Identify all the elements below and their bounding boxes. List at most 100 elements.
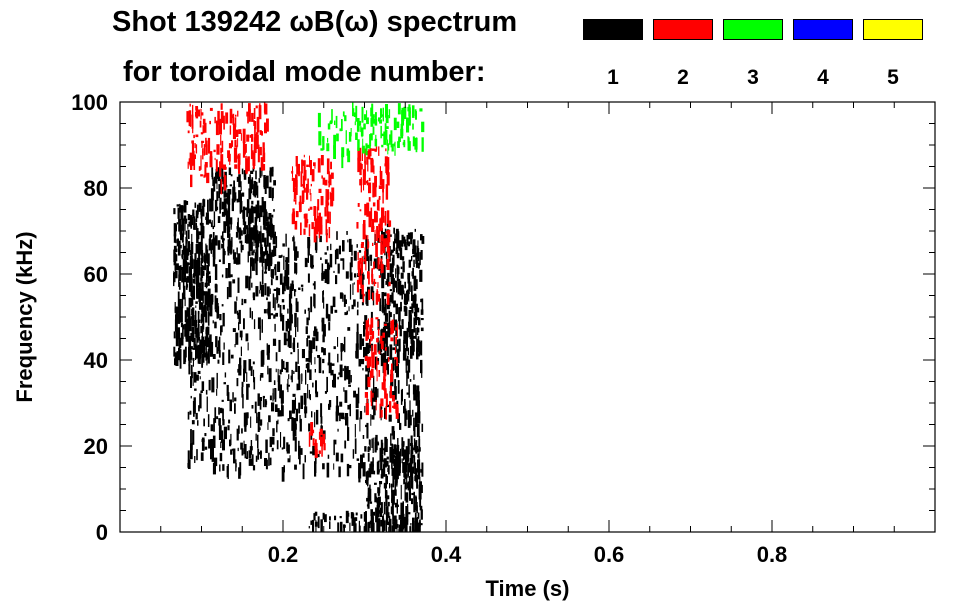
mode-2-point xyxy=(362,223,366,240)
mode-1-point xyxy=(352,449,355,459)
mode-1-point xyxy=(320,416,323,424)
mode-1-point xyxy=(289,320,292,326)
mode-1-point xyxy=(176,222,178,225)
mode-1-point xyxy=(307,237,311,249)
mode-2-point xyxy=(371,368,374,378)
mode-2-point xyxy=(368,177,371,182)
mode-1-point xyxy=(405,446,408,454)
mode-1-point xyxy=(321,319,324,323)
y-tick-label: 20 xyxy=(84,434,108,459)
mode-1-point xyxy=(186,319,190,328)
mode-2-point xyxy=(317,216,321,232)
mode-1-point xyxy=(286,442,289,452)
mode-2-point xyxy=(200,174,203,177)
mode-1-point xyxy=(322,324,326,337)
mode-1-point xyxy=(208,219,212,224)
mode-3-point xyxy=(390,140,393,148)
mode-1-point xyxy=(345,299,347,304)
mode-1-point xyxy=(408,309,410,325)
mode-1-point xyxy=(409,345,413,359)
mode-2-point xyxy=(219,161,222,177)
mode-1-point xyxy=(340,258,344,261)
mode-1-point xyxy=(185,202,187,212)
mode-1-point xyxy=(400,502,404,518)
mode-1-point xyxy=(295,272,297,275)
mode-2-point xyxy=(362,169,366,185)
mode-3-point xyxy=(388,109,391,119)
mode-1-point xyxy=(234,403,236,414)
mode-3-point xyxy=(406,117,410,133)
mode-1-point xyxy=(308,526,310,529)
mode-3-point xyxy=(365,143,368,156)
mode-1-point xyxy=(267,224,271,237)
mode-1-point xyxy=(254,252,256,264)
mode-2-point xyxy=(360,262,363,274)
legend-label-mode-4: 4 xyxy=(817,66,829,89)
mode-1-point xyxy=(190,376,192,388)
mode-3-point xyxy=(379,119,382,124)
mode-3-point xyxy=(357,139,360,151)
mode-1-point xyxy=(202,306,205,323)
mode-1-point xyxy=(219,464,221,472)
mode-1-point xyxy=(259,325,261,341)
mode-1-point xyxy=(338,245,341,255)
mode-2-point xyxy=(191,140,194,152)
mode-1-point xyxy=(395,268,397,278)
mode-1-point xyxy=(253,249,255,253)
mode-1-point xyxy=(288,374,290,380)
mode-1-point xyxy=(402,501,404,517)
mode-1-point xyxy=(286,338,289,342)
mode-1-point xyxy=(202,270,205,276)
mode-1-point xyxy=(353,299,356,307)
mode-3-point xyxy=(333,134,336,150)
mode-2-point xyxy=(305,169,307,181)
mode-2-point xyxy=(314,439,317,446)
mode-1-point xyxy=(236,176,239,182)
mode-2-point xyxy=(357,260,360,277)
mode-1-point xyxy=(393,335,395,346)
mode-2-point xyxy=(357,147,359,161)
mode-2-region xyxy=(291,154,335,243)
mode-1-point xyxy=(228,263,231,278)
mode-2-point xyxy=(255,105,258,109)
mode-1-point xyxy=(381,468,384,479)
mode-2-point xyxy=(306,164,309,167)
mode-1-point xyxy=(259,257,262,263)
mode-2-point xyxy=(314,448,318,458)
mode-1-point xyxy=(383,460,385,467)
mode-3-point xyxy=(414,109,417,116)
mode-3-point xyxy=(403,139,406,148)
mode-1-point xyxy=(372,511,376,516)
mode-1-point xyxy=(401,286,403,300)
mode-2-point xyxy=(193,154,196,159)
mode-1-point xyxy=(260,351,264,367)
mode-2-point xyxy=(264,103,268,115)
mode-1-point xyxy=(313,513,316,521)
mode-2-point xyxy=(383,378,386,382)
mode-3-point xyxy=(347,150,351,163)
mode-1-point xyxy=(385,460,389,467)
mode-1-point xyxy=(392,241,395,251)
mode-1-point xyxy=(384,313,388,322)
mode-1-point xyxy=(211,194,214,211)
mode-2-point xyxy=(383,376,386,391)
mode-1-point xyxy=(241,381,244,387)
mode-2-point xyxy=(223,171,225,177)
mode-1-point xyxy=(376,519,378,532)
mode-2-point xyxy=(379,403,381,419)
mode-1-point xyxy=(351,513,355,526)
mode-1-point xyxy=(406,290,409,300)
mode-1-point xyxy=(197,351,201,364)
y-tick-label: 80 xyxy=(84,176,108,201)
mode-1-region xyxy=(173,198,213,369)
mode-1-point xyxy=(332,296,336,308)
mode-2-point xyxy=(377,320,379,328)
mode-2-point xyxy=(302,190,305,203)
mode-2-point xyxy=(238,159,241,174)
mode-1-point xyxy=(177,207,179,219)
mode-2-point xyxy=(296,165,299,175)
mode-1-point xyxy=(421,298,424,314)
mode-3-point xyxy=(396,121,400,128)
mode-1-point xyxy=(367,452,370,462)
